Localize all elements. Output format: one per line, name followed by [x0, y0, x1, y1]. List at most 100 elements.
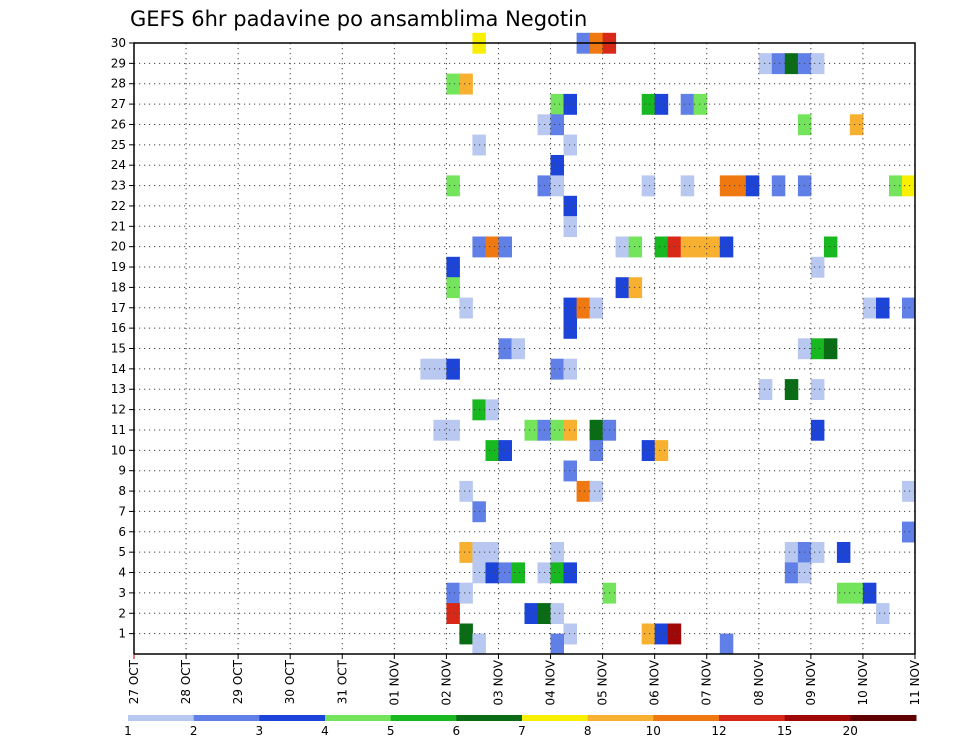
- precip-cell: [680, 93, 695, 115]
- precip-cell: [654, 236, 669, 258]
- precip-cell: [810, 256, 825, 278]
- legend-swatch: [850, 715, 917, 721]
- precip-cell: [524, 419, 538, 441]
- precip-cell: [654, 440, 669, 461]
- precip-cell: [576, 297, 591, 319]
- legend-swatch: [390, 715, 457, 721]
- legend-label: 1: [124, 724, 132, 738]
- precip-cell: [784, 53, 799, 75]
- x-tick-label: 28 OCT: [179, 659, 193, 704]
- precip-cell: [784, 542, 799, 563]
- y-tick-label: 30: [111, 36, 126, 50]
- precip-cell: [563, 317, 577, 339]
- x-tick-label: 29 OCT: [231, 659, 245, 704]
- y-tick-label: 25: [111, 138, 126, 152]
- precip-cell: [563, 93, 577, 115]
- legend-label: 10: [646, 724, 661, 738]
- x-axis-ticks: 27 OCT 28 OCT 29 OCT 30 OCT 31 OCT 01 NOV 02 N…: [127, 654, 922, 706]
- y-tick-label: 28: [111, 77, 126, 91]
- precip-cell: [420, 358, 434, 380]
- y-tick-label: 29: [111, 56, 126, 70]
- legend-swatch: [456, 715, 523, 721]
- precip-cell: [459, 297, 473, 319]
- x-tick-label: 10 NOV: [856, 659, 870, 705]
- precip-cell: [771, 53, 786, 75]
- precip-cell: [563, 358, 577, 380]
- y-tick-label: 6: [118, 525, 126, 539]
- precip-cell: [654, 623, 669, 645]
- y-tick-label: 19: [111, 260, 126, 274]
- precip-cell: [654, 93, 669, 115]
- y-tick-label: 27: [111, 97, 126, 111]
- precip-cell: [446, 603, 460, 624]
- precip-cell: [446, 419, 460, 441]
- precip-cell: [641, 623, 656, 645]
- precip-cell: [719, 633, 734, 655]
- precip-cell: [849, 114, 864, 136]
- precip-cell: [511, 562, 525, 584]
- precip-cell: [680, 175, 695, 197]
- y-tick-label: 18: [111, 280, 126, 294]
- legend-swatch: [128, 715, 195, 721]
- precip-cell: [902, 175, 916, 197]
- precip-cell: [784, 379, 799, 400]
- legend-swatch: [193, 715, 260, 721]
- precip-cell: [589, 440, 604, 461]
- y-tick-label: 26: [111, 117, 126, 131]
- precip-cells: [420, 32, 916, 655]
- legend-label: 3: [255, 724, 263, 738]
- precip-cell: [615, 236, 630, 258]
- precip-cell: [563, 297, 577, 319]
- precip-cell: [641, 440, 656, 461]
- legend-label: 2: [190, 724, 198, 738]
- legend-label: 4: [321, 724, 329, 738]
- gridlines: [134, 42, 915, 654]
- y-tick-label: 24: [111, 158, 126, 172]
- precip-cell: [876, 603, 890, 624]
- precip-cell: [498, 562, 512, 584]
- precip-cell: [836, 542, 851, 563]
- precip-cell: [446, 277, 460, 299]
- precip-cell: [563, 216, 577, 237]
- legend-label: 20: [843, 724, 858, 738]
- y-tick-label: 3: [118, 586, 126, 600]
- precip-cell: [758, 53, 773, 75]
- legend-label: 7: [518, 724, 526, 738]
- precip-cell: [550, 175, 564, 197]
- y-tick-label: 21: [111, 219, 126, 233]
- legend-swatch: [587, 715, 654, 721]
- x-tick-label: 04 NOV: [544, 659, 558, 705]
- precip-cell: [823, 236, 838, 258]
- y-tick-label: 4: [118, 566, 126, 580]
- legend-swatch: [325, 715, 392, 721]
- precip-cell: [628, 236, 643, 258]
- precip-cell: [902, 521, 916, 543]
- precip-cell: [511, 338, 525, 360]
- precip-cell: [550, 93, 564, 115]
- y-tick-label: 17: [111, 301, 126, 315]
- precip-cell: [628, 277, 643, 299]
- precip-cell: [498, 338, 512, 360]
- precip-cell: [902, 480, 916, 502]
- precip-cell: [876, 297, 890, 319]
- precip-cell: [745, 175, 760, 197]
- precip-cell: [550, 358, 564, 380]
- precip-cell: [810, 542, 825, 563]
- precip-cell: [550, 542, 564, 563]
- precip-cell: [485, 562, 499, 584]
- precip-cell: [615, 277, 630, 299]
- precip-cell: [485, 542, 499, 563]
- precip-cell: [563, 460, 577, 482]
- precip-cell: [563, 134, 577, 156]
- x-tick-label: 08 NOV: [752, 659, 766, 705]
- precip-cell: [485, 399, 499, 421]
- precip-cell: [823, 338, 838, 360]
- legend-swatch: [522, 715, 589, 721]
- color-legend: 1 2 3 4 5 6 7 8 10 12 15 20: [124, 715, 917, 738]
- precip-cell: [810, 53, 825, 75]
- precip-cell: [771, 175, 786, 197]
- precip-cell: [902, 297, 916, 319]
- precip-cell: [485, 440, 499, 461]
- x-tick-label: 09 NOV: [804, 659, 818, 705]
- precip-cell: [550, 603, 564, 624]
